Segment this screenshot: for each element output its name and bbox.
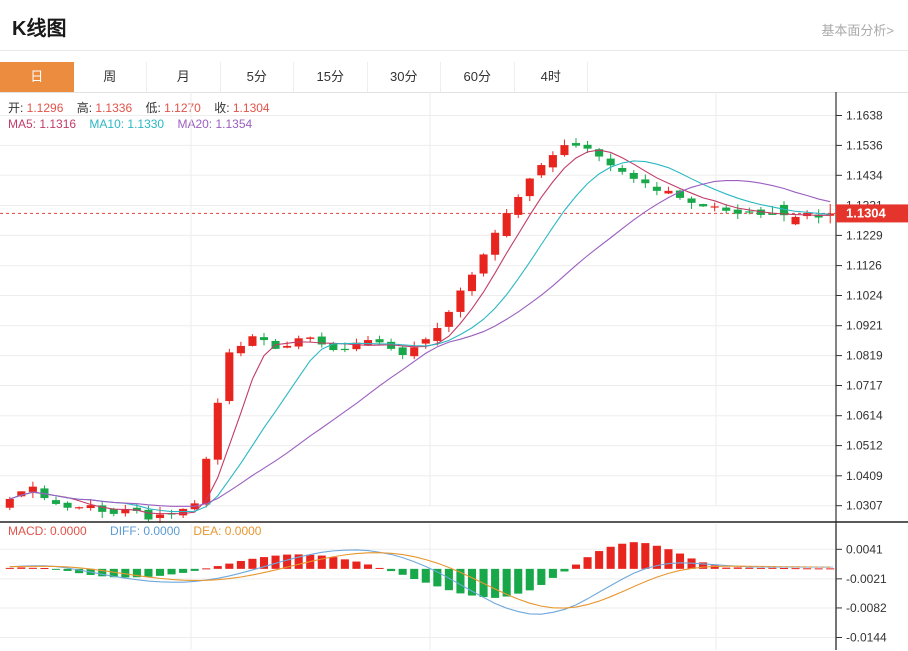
- svg-text:1.1638: 1.1638: [846, 109, 883, 123]
- svg-text:0.0041: 0.0041: [846, 542, 883, 556]
- svg-text:-0.0082: -0.0082: [846, 601, 887, 615]
- svg-text:1.1126: 1.1126: [846, 259, 882, 273]
- svg-text:1.0614: 1.0614: [846, 409, 883, 423]
- svg-text:-0.0144: -0.0144: [846, 631, 887, 645]
- svg-text:1.0717: 1.0717: [846, 379, 883, 393]
- svg-text:1.0819: 1.0819: [846, 349, 883, 363]
- svg-text:1.0921: 1.0921: [846, 319, 883, 333]
- svg-text:1.1434: 1.1434: [846, 168, 883, 182]
- svg-text:1.1229: 1.1229: [846, 228, 883, 242]
- svg-text:-0.0021: -0.0021: [846, 572, 887, 586]
- svg-text:1.0307: 1.0307: [846, 499, 883, 513]
- svg-text:1.0409: 1.0409: [846, 469, 883, 483]
- svg-text:1.1304: 1.1304: [846, 205, 887, 220]
- svg-text:1.1536: 1.1536: [846, 138, 883, 152]
- svg-text:1.0512: 1.0512: [846, 439, 883, 453]
- svg-text:1.1024: 1.1024: [846, 289, 883, 303]
